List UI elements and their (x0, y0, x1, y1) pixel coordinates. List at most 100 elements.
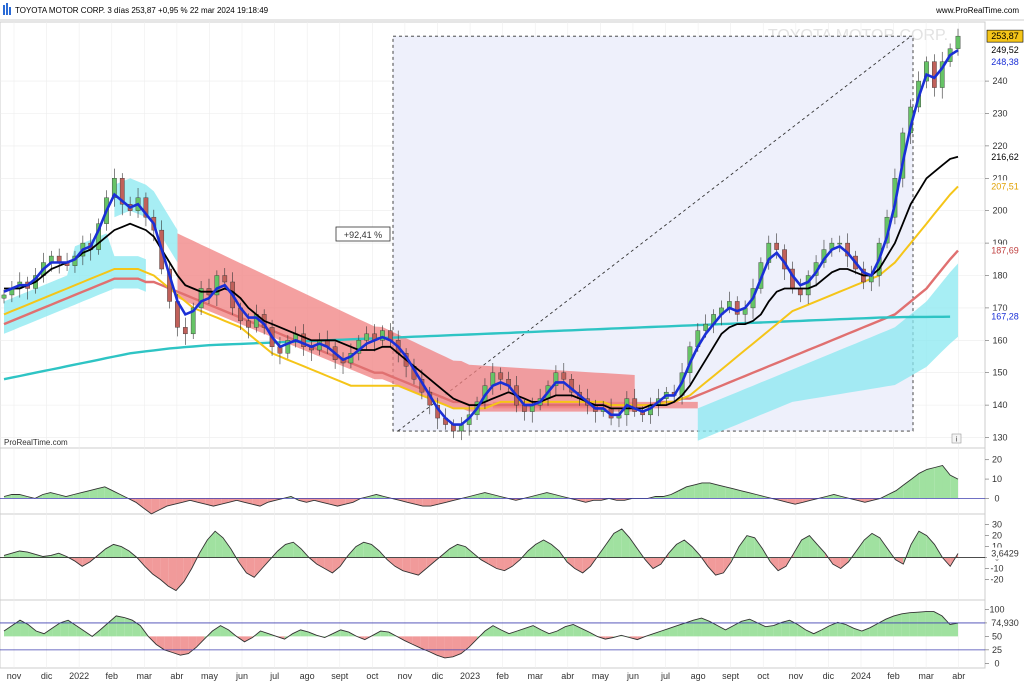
osc2-area (723, 557, 732, 573)
osc3-area (332, 629, 341, 637)
osc1-area (399, 498, 408, 503)
osc3-area (781, 620, 790, 637)
cloud-bull-segment (697, 263, 958, 441)
price-label-box (986, 29, 1024, 43)
osc2-area (567, 557, 575, 569)
info-button[interactable]: i (951, 433, 962, 444)
osc2-area (285, 542, 294, 558)
osc2-area (160, 557, 169, 587)
osc1-area (376, 494, 385, 499)
price-label-text: 248,38 (991, 57, 1019, 67)
price-label-text: 167,28 (991, 312, 1019, 322)
candle-body (703, 323, 709, 331)
x-tick-label: jul (660, 671, 670, 681)
osc2-area (371, 544, 380, 558)
osc3-area (428, 636, 437, 656)
osc3-area (300, 629, 309, 637)
osc3-area (661, 628, 670, 637)
osc3-area (749, 619, 758, 637)
osc3-area (917, 611, 926, 637)
osc3-area (172, 636, 181, 656)
osc1-area (802, 498, 811, 503)
candle-body (119, 178, 125, 205)
x-tick-label: ago (691, 671, 706, 681)
osc2-area (113, 544, 122, 558)
osc2-area (457, 544, 466, 558)
osc1-area (888, 490, 896, 499)
osc2-area (668, 544, 677, 558)
osc1-area (826, 494, 834, 499)
osc1-area (950, 475, 958, 499)
x-tick-label: sept (331, 671, 349, 681)
osc2-area (911, 531, 919, 558)
osc3-area (188, 636, 197, 654)
osc2-area (27, 552, 36, 558)
candle-body (774, 242, 780, 250)
candle-body (198, 288, 204, 309)
osc3-area (725, 625, 734, 637)
osc-panel-3 (0, 599, 986, 669)
candle-body (498, 372, 504, 380)
price-label-blue: 249,52 (987, 44, 1023, 57)
osc3-area (404, 636, 413, 645)
osc1-area (539, 492, 547, 499)
candle-body (214, 275, 220, 296)
osc-tick-label: 0 (994, 658, 999, 668)
osc2-area (832, 557, 841, 569)
osc3-area (733, 621, 742, 637)
osc2-area (144, 557, 153, 575)
osc2-area (82, 557, 91, 567)
osc3-area (196, 636, 205, 648)
osc1-area (694, 482, 703, 499)
candle-body (734, 301, 740, 315)
osc2-area (864, 533, 872, 558)
osc1-area (857, 498, 865, 503)
osc-tick-label: 20 (992, 531, 1002, 541)
y-tick-label: 190 (992, 238, 1007, 248)
osc2-area (50, 553, 59, 558)
percent-annotation[interactable]: +92,41 % (335, 226, 391, 242)
osc3-area (509, 631, 518, 637)
chart-title: TOYOTA MOTOR CORP. 3 días 253,87 +0,95 %… (15, 6, 269, 15)
candle-body (553, 372, 559, 386)
y-tick-label: 200 (992, 206, 1007, 216)
osc1-area (50, 492, 59, 499)
candle-body (112, 178, 117, 198)
x-tick-label: jul (269, 671, 279, 681)
osc1-area (678, 486, 687, 499)
y-tick-label: 180 (992, 271, 1007, 281)
osc3-area (557, 626, 566, 637)
osc2-area (746, 535, 755, 558)
osc1-area (477, 492, 485, 499)
osc3-area (693, 618, 702, 637)
osc-tick-label: 100 (989, 604, 1004, 614)
osc1-area (135, 498, 144, 509)
osc3-area (164, 636, 173, 653)
y-tick-label: 170 (992, 303, 1007, 313)
x-tick-label: mar (918, 671, 934, 681)
osc3-area (813, 629, 822, 637)
price-label-box (987, 180, 1023, 193)
price-label-text: 216,62 (991, 152, 1019, 162)
osc3-area (44, 628, 53, 637)
candle-body (924, 61, 929, 82)
x-tick-label: may (592, 671, 610, 681)
osc3-area (52, 622, 61, 637)
y-tick-label: 240 (992, 76, 1007, 86)
oscillators (0, 464, 985, 659)
osc2-area (606, 533, 614, 558)
osc-tick-label: 50 (992, 631, 1002, 641)
osc-tick-label: -20 (990, 575, 1003, 585)
x-tick-label: jun (626, 671, 639, 681)
osc2-area (4, 553, 12, 558)
site-label[interactable]: www.ProRealTime.com (935, 6, 1019, 15)
osc1-area (748, 492, 757, 499)
x-tick-label: jun (235, 671, 248, 681)
osc1-area (112, 490, 121, 499)
osc2-area (809, 535, 818, 558)
osc2-last-label: 3,6429 (987, 547, 1023, 560)
osc1-line (3, 464, 959, 515)
osc3-area (717, 625, 726, 637)
